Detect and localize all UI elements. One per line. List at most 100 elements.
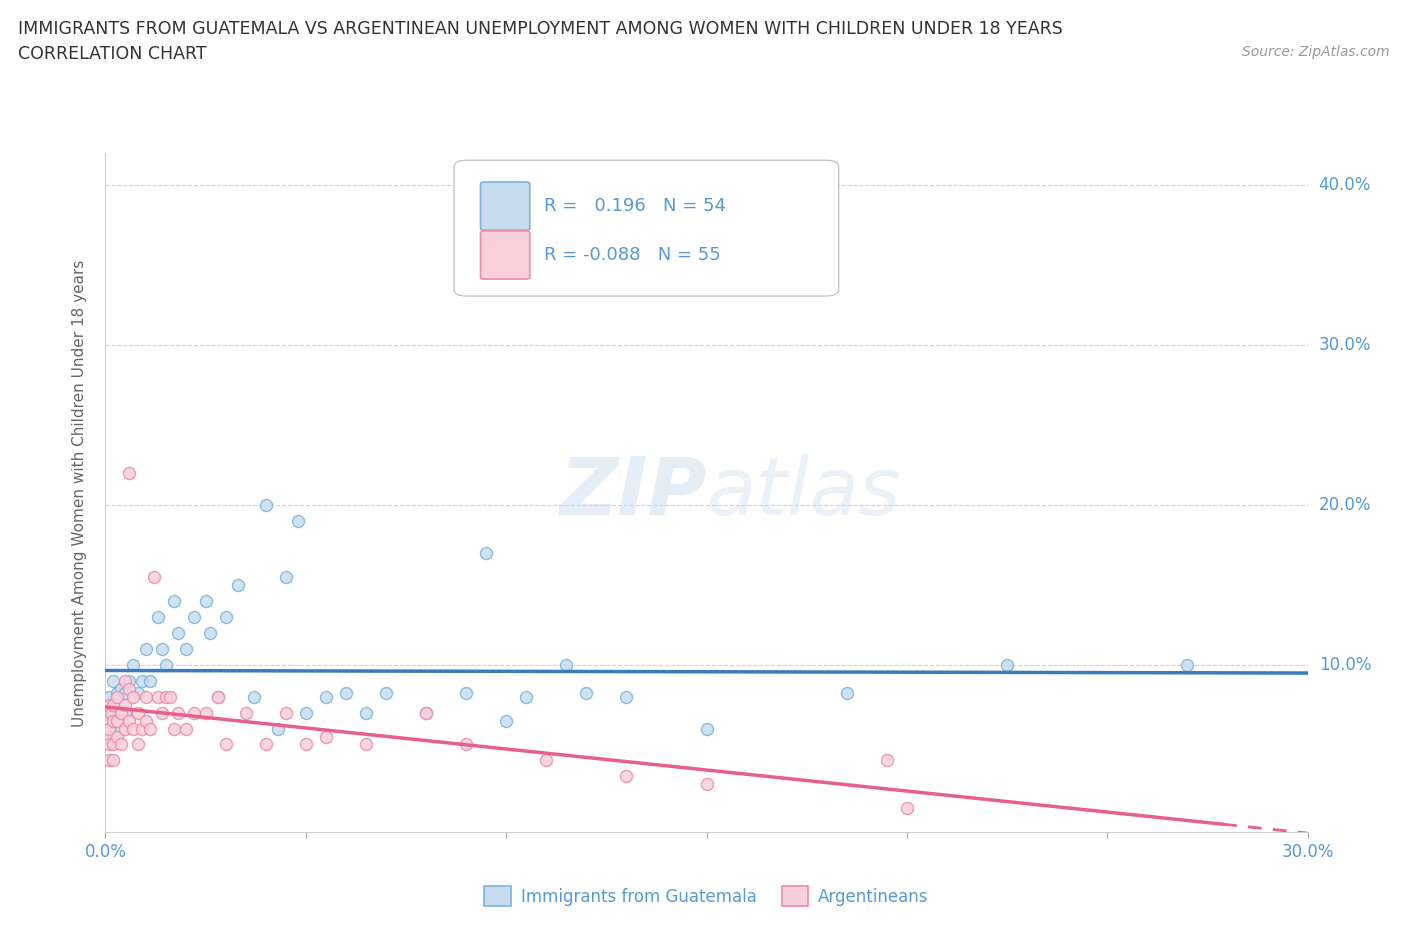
Point [616,769,638,784]
Point [575,686,598,701]
Point [98,698,121,712]
Point [118,713,141,728]
Point [315,689,337,704]
Text: atlas: atlas [707,454,901,532]
Point [98,721,121,736]
Point [103,673,125,688]
Point [110,721,132,736]
Point [110,681,132,696]
FancyBboxPatch shape [454,160,839,296]
Point [131,721,153,736]
Point [696,777,718,791]
Point [103,753,125,768]
Point [96,713,118,728]
Text: ZIP: ZIP [560,454,707,532]
Point [354,705,377,720]
Point [110,705,132,720]
Text: IMMIGRANTS FROM GUATEMALA VS ARGENTINEAN UNEMPLOYMENT AMONG WOMEN WITH CHILDREN : IMMIGRANTS FROM GUATEMALA VS ARGENTINEAN… [18,20,1063,38]
Point [97,737,120,752]
Point [146,609,169,624]
Point [207,689,229,704]
Point [835,686,858,701]
Point [616,689,638,704]
Point [103,713,125,728]
Point [107,689,129,704]
Point [183,705,205,720]
Point [287,513,309,528]
Point [98,689,121,704]
Point [415,705,437,720]
Point [98,713,121,728]
Point [315,729,337,744]
Point [127,737,149,752]
Point [475,545,498,560]
Point [96,705,118,720]
Point [138,721,160,736]
Point [103,698,125,712]
Point [254,737,277,752]
Point [896,801,918,816]
Point [454,686,477,701]
Point [295,737,318,752]
Point [155,658,177,672]
Point [374,686,398,701]
Point [995,658,1018,672]
Point [122,721,145,736]
Point [150,705,173,720]
Point [103,737,125,752]
Point [150,641,173,656]
Point [555,658,578,672]
Point [876,753,898,768]
Point [295,705,318,720]
Point [127,705,149,720]
Point [454,737,477,752]
Point [107,729,129,744]
Point [207,689,229,704]
Point [235,705,257,720]
Point [214,737,236,752]
Text: 20.0%: 20.0% [1319,496,1371,514]
Point [114,686,136,701]
Y-axis label: Unemployment Among Women with Children Under 18 years: Unemployment Among Women with Children U… [72,259,87,726]
Text: R =   0.196   N = 54: R = 0.196 N = 54 [544,197,727,215]
Point [166,705,188,720]
Point [162,721,184,736]
Point [107,713,129,728]
Point [166,625,188,640]
Point [103,698,125,712]
Point [100,705,122,720]
Point [254,498,277,512]
Point [274,705,297,720]
Point [98,698,121,712]
Point [127,686,149,701]
Text: Source: ZipAtlas.com: Source: ZipAtlas.com [1241,45,1389,59]
Point [174,721,197,736]
Point [138,673,160,688]
Point [214,609,236,624]
Point [274,569,297,584]
Point [415,705,437,720]
Point [142,569,165,584]
Point [114,705,136,720]
Point [118,681,141,696]
Point [226,578,249,592]
Point [118,673,141,688]
Point [135,641,157,656]
Point [198,625,221,640]
Point [135,689,157,704]
Text: R = -0.088   N = 55: R = -0.088 N = 55 [544,246,721,264]
Point [122,689,145,704]
Point [103,729,125,744]
Point [267,721,290,736]
Text: 10.0%: 10.0% [1319,656,1371,673]
Point [194,705,217,720]
Point [194,593,217,608]
Legend: Immigrants from Guatemala, Argentineans: Immigrants from Guatemala, Argentineans [478,880,935,912]
Point [515,689,537,704]
Point [174,641,197,656]
Point [1177,658,1199,672]
Point [135,713,157,728]
FancyBboxPatch shape [481,182,530,231]
Point [114,721,136,736]
Point [354,737,377,752]
